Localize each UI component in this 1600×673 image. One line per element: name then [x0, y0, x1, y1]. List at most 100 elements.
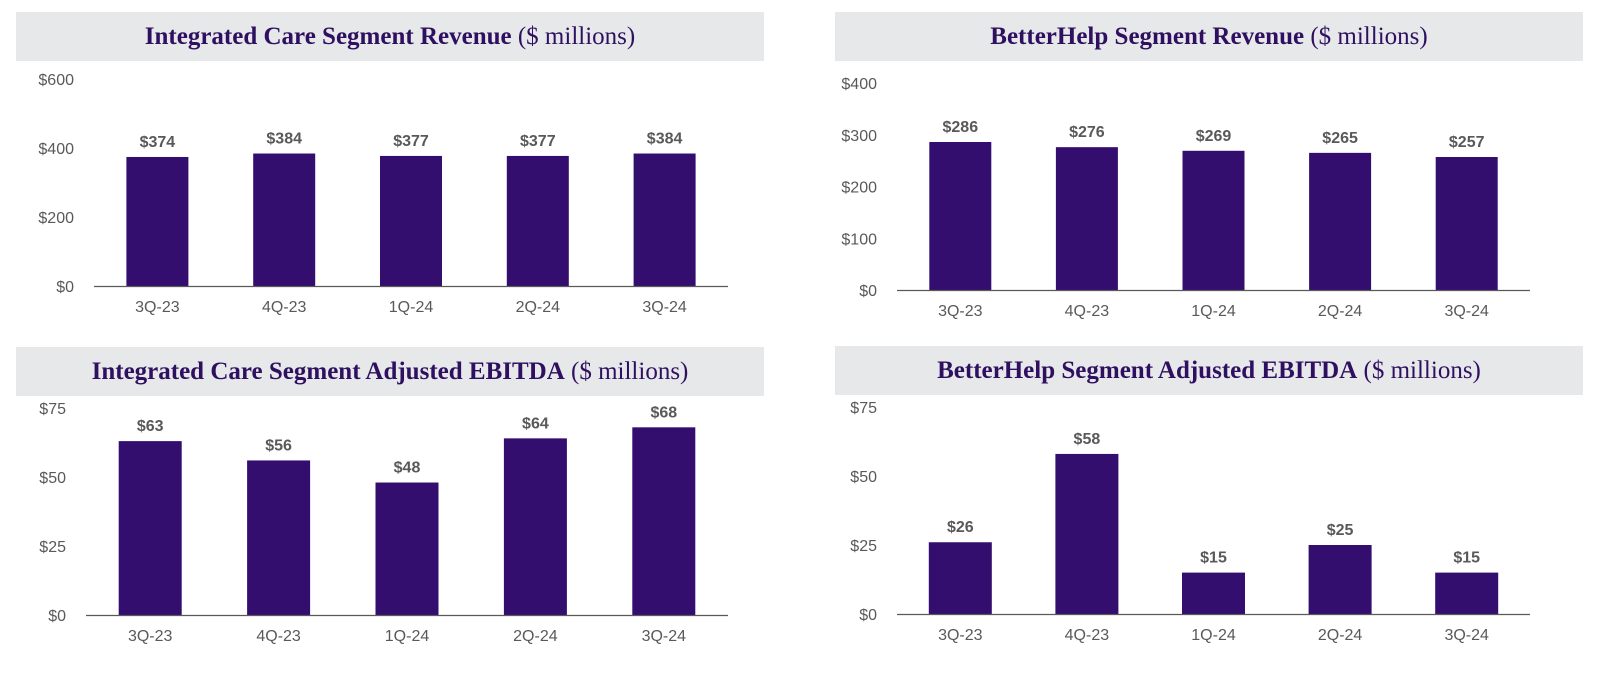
bar	[1309, 152, 1372, 290]
y-tick-label: $50	[850, 469, 877, 486]
chart-title-main: Integrated Care Segment Adjusted EBITDA	[91, 357, 565, 385]
y-tick-label: $25	[39, 539, 66, 556]
bar	[253, 153, 316, 286]
chart-title: Integrated Care Segment Revenue ($ milli…	[145, 23, 635, 51]
bar	[1182, 572, 1245, 614]
chart-title-bar: BetterHelp Segment Revenue ($ millions)	[835, 12, 1583, 61]
bar	[506, 155, 569, 286]
y-tick-label: $0	[48, 608, 66, 625]
x-tick-label: 3Q-24	[1444, 627, 1489, 644]
data-label: $377	[520, 133, 556, 150]
data-label: $15	[1453, 550, 1480, 567]
bar	[929, 141, 992, 290]
betterhelp-ebitda-chart: $0 $25 $50 $75 $26 3Q-23 $58 4Q-23 $15 1Q-24 $25 2Q…	[850, 400, 1530, 644]
chart-title: BetterHelp Segment Revenue ($ millions)	[990, 23, 1427, 51]
chart-title-main: BetterHelp Segment Revenue	[990, 22, 1305, 50]
bar	[375, 482, 439, 615]
chart-title-bar: Integrated Care Segment Adjusted EBITDA …	[16, 347, 764, 396]
bar	[633, 153, 696, 286]
y-tick-label: $75	[39, 401, 66, 418]
x-tick-label: 1Q-24	[385, 628, 430, 645]
x-tick-label: 4Q-23	[1065, 627, 1110, 644]
x-tick-label: 4Q-23	[1065, 303, 1110, 320]
bar	[1182, 150, 1245, 290]
integrated-care-revenue-panel: Integrated Care Segment Revenue ($ milli…	[16, 12, 764, 324]
x-tick-label: 2Q-24	[513, 628, 558, 645]
x-tick-label: 2Q-24	[1318, 303, 1363, 320]
chart-title-unit: ($ millions)	[1363, 356, 1481, 384]
integrated-care-revenue-chart: $0 $200 $400 $600 $374 3Q-23 $384 4Q-23 $377 1Q-2…	[38, 72, 728, 316]
betterhelp-ebitda-panel: BetterHelp Segment Adjusted EBITDA ($ mi…	[835, 346, 1583, 658]
chart-title-unit: ($ millions)	[571, 357, 689, 385]
data-label: $269	[1196, 128, 1232, 145]
x-tick-label: 4Q-23	[262, 299, 307, 316]
data-label: $15	[1200, 550, 1227, 567]
data-label: $63	[137, 418, 164, 435]
chart-title-unit: ($ millions)	[1310, 22, 1428, 50]
betterhelp-revenue-chart: $0 $100 $200 $300 $400 $286 3Q-23 $276 4Q-23 $269…	[841, 76, 1530, 320]
x-tick-label: 3Q-23	[938, 303, 983, 320]
bar	[1435, 157, 1498, 290]
x-tick-label: 3Q-24	[642, 299, 687, 316]
data-label: $56	[265, 437, 292, 454]
y-tick-label: $200	[841, 180, 877, 197]
bar	[1055, 147, 1118, 290]
bar	[632, 427, 696, 615]
x-tick-label: 2Q-24	[1318, 627, 1363, 644]
chart-title-main: Integrated Care Segment Revenue	[144, 22, 512, 50]
chart-title-main: BetterHelp Segment Adjusted EBITDA	[937, 356, 1358, 384]
data-label: $377	[393, 133, 429, 150]
bar	[380, 155, 442, 286]
betterhelp-revenue-panel: BetterHelp Segment Revenue ($ millions) …	[835, 12, 1583, 329]
bar	[126, 156, 189, 286]
x-tick-label: 1Q-24	[1191, 627, 1236, 644]
y-tick-label: $0	[56, 279, 74, 296]
bar	[503, 438, 567, 615]
data-label: $26	[947, 519, 974, 536]
bar	[1055, 453, 1119, 614]
chart-title-bar: BetterHelp Segment Adjusted EBITDA ($ mi…	[835, 346, 1583, 395]
x-tick-label: 2Q-24	[516, 299, 561, 316]
y-tick-label: $0	[859, 283, 877, 300]
y-tick-label: $600	[38, 72, 74, 89]
bar	[928, 542, 992, 614]
bar	[1435, 572, 1499, 614]
bar	[247, 460, 311, 615]
x-tick-label: 1Q-24	[1191, 303, 1236, 320]
y-tick-label: $0	[859, 607, 877, 624]
y-tick-label: $100	[841, 231, 877, 248]
data-label: $68	[650, 404, 677, 421]
data-label: $384	[647, 131, 683, 148]
data-label: $265	[1322, 130, 1358, 147]
integrated-care-ebitda-panel: Integrated Care Segment Adjusted EBITDA …	[16, 347, 764, 659]
data-label: $384	[266, 131, 302, 148]
data-label: $64	[522, 415, 549, 432]
y-tick-label: $400	[38, 141, 74, 158]
x-tick-label: 1Q-24	[389, 299, 434, 316]
x-tick-label: 3Q-24	[642, 628, 687, 645]
bar	[118, 441, 182, 615]
y-tick-label: $300	[841, 128, 877, 145]
y-tick-label: $50	[39, 470, 66, 487]
bar	[1308, 545, 1372, 614]
data-label: $286	[943, 119, 979, 136]
integrated-care-ebitda-chart: $0 $25 $50 $75 $63 3Q-23 $56 4Q-23 $48 1Q-24 $64 2Q…	[39, 401, 728, 645]
x-tick-label: 4Q-23	[256, 628, 301, 645]
data-label: $257	[1449, 134, 1485, 151]
y-tick-label: $25	[850, 538, 877, 555]
x-tick-label: 3Q-23	[938, 627, 983, 644]
data-label: $48	[394, 460, 421, 477]
y-tick-label: $400	[841, 76, 877, 93]
data-label: $58	[1074, 431, 1101, 448]
chart-title-unit: ($ millions)	[517, 22, 636, 50]
x-tick-label: 3Q-23	[135, 299, 180, 316]
x-tick-label: 3Q-24	[1444, 303, 1489, 320]
y-tick-label: $200	[38, 210, 74, 227]
data-label: $25	[1327, 522, 1354, 539]
data-label: $374	[140, 134, 176, 151]
y-tick-label: $75	[850, 400, 877, 417]
chart-title-bar: Integrated Care Segment Revenue ($ milli…	[16, 12, 764, 61]
x-tick-label: 3Q-23	[128, 628, 173, 645]
chart-title: Integrated Care Segment Adjusted EBITDA …	[92, 358, 689, 386]
data-label: $276	[1069, 124, 1105, 141]
